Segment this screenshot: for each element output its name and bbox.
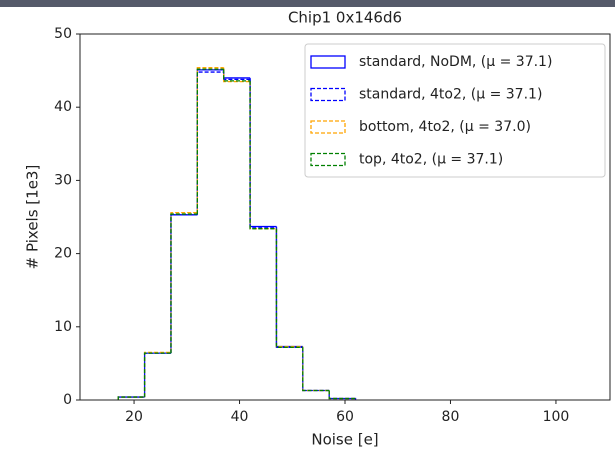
top-photo-strip (0, 0, 615, 7)
x-tick-label: 20 (125, 409, 143, 425)
histogram-step (117, 396, 145, 400)
x-tick-label: 40 (231, 409, 249, 425)
histogram-step (275, 228, 303, 348)
x-axis-label: Noise [e] (311, 431, 378, 449)
legend-swatch (310, 87, 346, 102)
histogram-step (223, 69, 251, 82)
histogram-step (249, 80, 277, 230)
y-axis-label: # Pixels [1e3] (24, 165, 42, 270)
histogram-step (302, 347, 330, 392)
histogram-step (143, 352, 171, 398)
legend-swatch (310, 55, 346, 69)
y-tick-label: 50 (54, 26, 72, 42)
histogram-step (302, 347, 330, 392)
histogram-step (223, 67, 251, 83)
y-tick-label: 30 (54, 172, 72, 188)
histogram-step (170, 213, 198, 354)
legend-label: standard, NoDM, (μ = 37.1) (359, 54, 552, 70)
y-tick-label: 40 (54, 99, 72, 115)
x-tick-label: 80 (442, 409, 460, 425)
histogram-step (302, 346, 330, 392)
histogram-step (302, 346, 330, 392)
chart-title: Chip1 0x146d6 (288, 9, 402, 27)
histogram-step (328, 390, 357, 400)
histogram-step (143, 352, 171, 398)
histogram-step (170, 214, 198, 354)
legend-label: bottom, 4to2, (μ = 37.0) (359, 119, 531, 135)
histogram-step (249, 79, 277, 228)
legend-swatch (310, 120, 346, 134)
histogram-step (196, 69, 224, 215)
histogram-step (196, 68, 224, 215)
x-tick-label: 100 (543, 409, 570, 425)
histogram-step (196, 67, 224, 213)
histogram-step (275, 226, 303, 348)
histogram-step (170, 211, 198, 353)
y-tick-label: 20 (54, 246, 72, 262)
histogram-step (170, 214, 198, 354)
histogram-step (249, 81, 277, 230)
histogram-step (196, 71, 224, 215)
histogram-step (143, 352, 171, 398)
histogram-step (223, 69, 251, 79)
plot-frame (79, 33, 611, 401)
legend-swatch (310, 152, 346, 167)
legend-label: top, 4to2, (μ = 37.1) (359, 152, 503, 168)
legend-label: standard, 4to2, (μ = 37.1) (359, 87, 542, 103)
histogram-step (275, 227, 303, 348)
y-tick-label: 10 (54, 319, 72, 335)
x-tick-label: 60 (336, 409, 354, 425)
histogram-step (143, 351, 171, 398)
y-tick-label: 0 (63, 392, 72, 408)
histogram-step (249, 77, 277, 228)
legend-box (304, 43, 606, 178)
histogram-step (275, 228, 303, 348)
